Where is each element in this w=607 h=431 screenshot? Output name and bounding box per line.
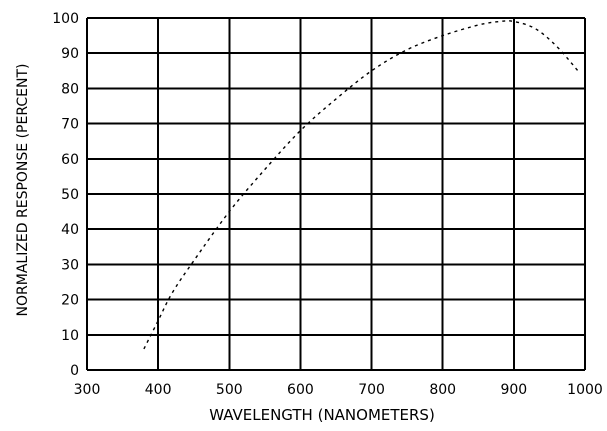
x-tick-label: 300	[74, 382, 101, 398]
y-tick-label: 10	[61, 328, 79, 344]
y-tick-label: 50	[61, 187, 79, 203]
x-tick-labels: 300 400 500 600 700 800 900 1000	[74, 382, 603, 398]
y-tick-label: 0	[70, 363, 79, 379]
y-axis-title: NORMALIZED RESPONSE (PERCENT)	[15, 64, 31, 317]
x-tick-label: 700	[358, 382, 385, 398]
x-tick-label: 1000	[567, 382, 603, 398]
x-tick-label: 400	[145, 382, 172, 398]
y-tick-label: 90	[61, 46, 79, 62]
y-tick-label: 30	[61, 257, 79, 273]
y-tick-label: 40	[61, 222, 79, 238]
y-tick-label: 80	[61, 81, 79, 97]
y-tick-label: 70	[61, 117, 79, 133]
y-tick-label: 60	[61, 152, 79, 168]
x-tick-label: 500	[216, 382, 243, 398]
y-tick-label: 20	[61, 293, 79, 309]
x-tick-label: 600	[287, 382, 314, 398]
x-tick-label: 800	[429, 382, 456, 398]
y-tick-label: 100	[52, 11, 79, 27]
grid	[86, 17, 586, 371]
x-axis-title: WAVELENGTH (NANOMETERS)	[209, 406, 435, 424]
x-tick-label: 900	[500, 382, 527, 398]
y-tick-labels: 0 10 20 30 40 50 60 70 80 90 100	[52, 11, 79, 379]
